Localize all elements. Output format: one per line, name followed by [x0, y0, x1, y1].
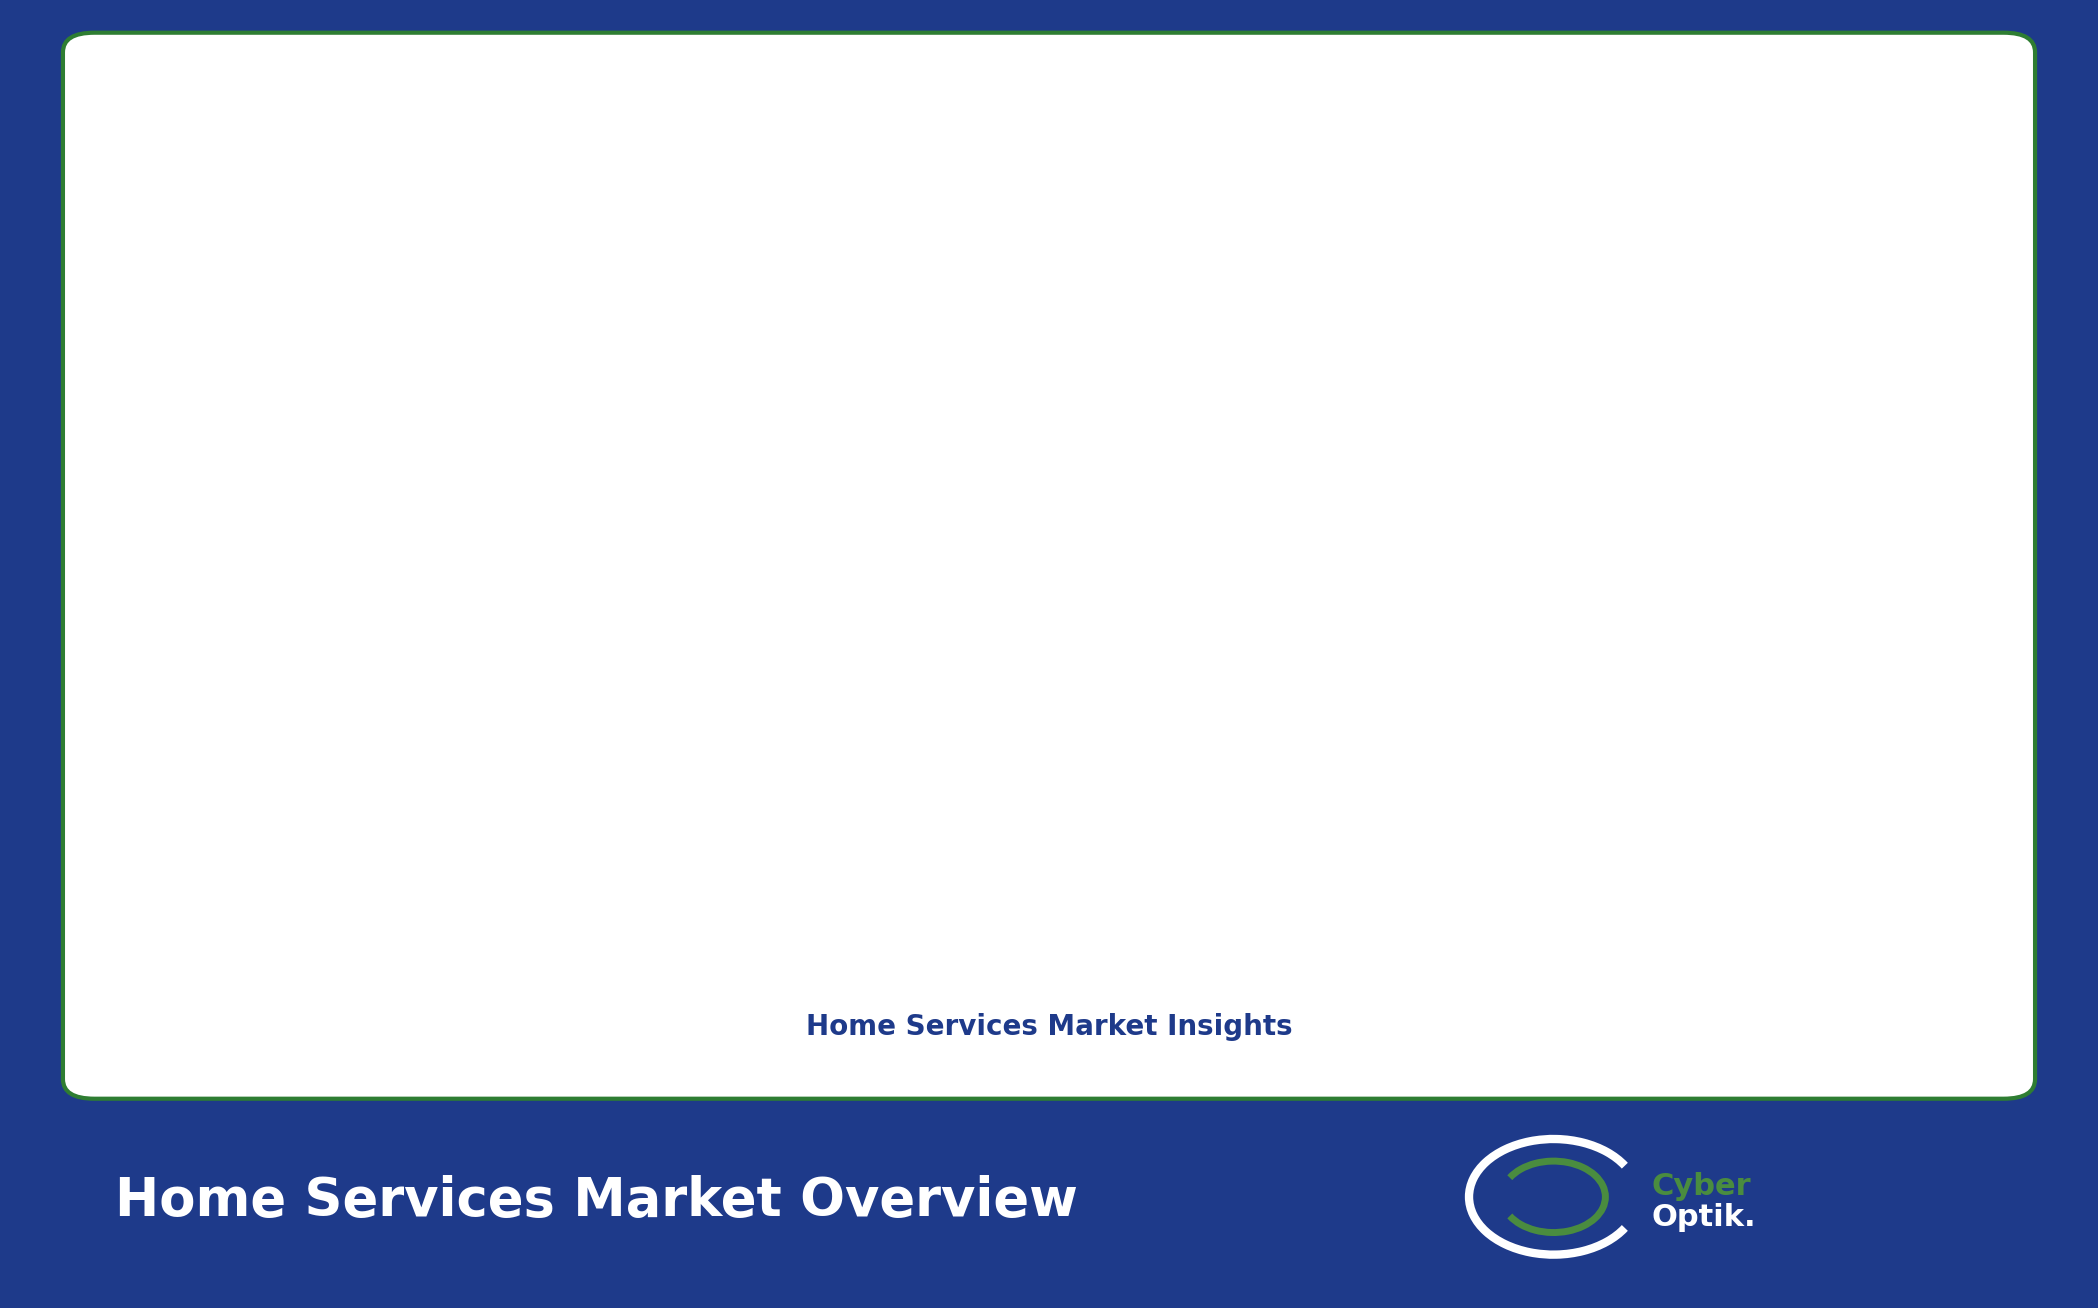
Text: Home Services Market Insights: Home Services Market Insights: [806, 1012, 1292, 1041]
Point: [864, 594, 898, 615]
Text: 64%: 64%: [1399, 620, 1446, 640]
Point: [1586, 689, 1620, 710]
Text: Optik.: Optik.: [1651, 1203, 1756, 1232]
Point: [1767, 683, 1800, 704]
Text: Call
Conversion
Rate: Call Conversion Rate: [1559, 917, 1645, 969]
Point: [504, 730, 537, 751]
Text: Experience
Priority over
price: Experience Priority over price: [1374, 917, 1469, 969]
Point: [1225, 634, 1259, 655]
Text: Market Size: Market Size: [294, 917, 384, 931]
Point: [1406, 642, 1439, 663]
Point: [323, 269, 357, 290]
Text: Market
Aspects: Market Aspects: [1955, 923, 2035, 967]
Point: [684, 757, 718, 778]
Text: Use Internet
to find local
services: Use Internet to find local services: [833, 917, 927, 969]
Text: Unanswered
Weekend
Calls: Unanswered Weekend Calls: [1735, 917, 1829, 969]
Text: $5k: $5k: [680, 735, 720, 755]
Text: 41%: 41%: [1760, 661, 1806, 680]
Text: Average
Household
Spend: Average Household Spend: [659, 917, 741, 969]
Text: 98%: 98%: [858, 573, 904, 593]
Text: Annual
Growth Rate: Annual Growth Rate: [472, 917, 566, 950]
Text: Home Services Market Overview: Home Services Market Overview: [115, 1175, 1078, 1227]
Text: 40%: 40%: [1580, 667, 1626, 687]
Text: 64%: 64%: [1219, 613, 1265, 633]
Text: 86%: 86%: [1039, 586, 1085, 606]
Text: Cyber: Cyber: [1651, 1172, 1752, 1201]
Point: [1045, 608, 1078, 629]
Text: 18.91%: 18.91%: [480, 708, 560, 727]
Text: $657.4B: $657.4B: [296, 247, 382, 267]
Text: Values: Values: [250, 184, 317, 204]
Text: Check
Google
Reviews: Check Google Reviews: [1211, 917, 1273, 969]
Text: Research
Online before
hirigin: Research Online before hirigin: [1009, 917, 1112, 969]
